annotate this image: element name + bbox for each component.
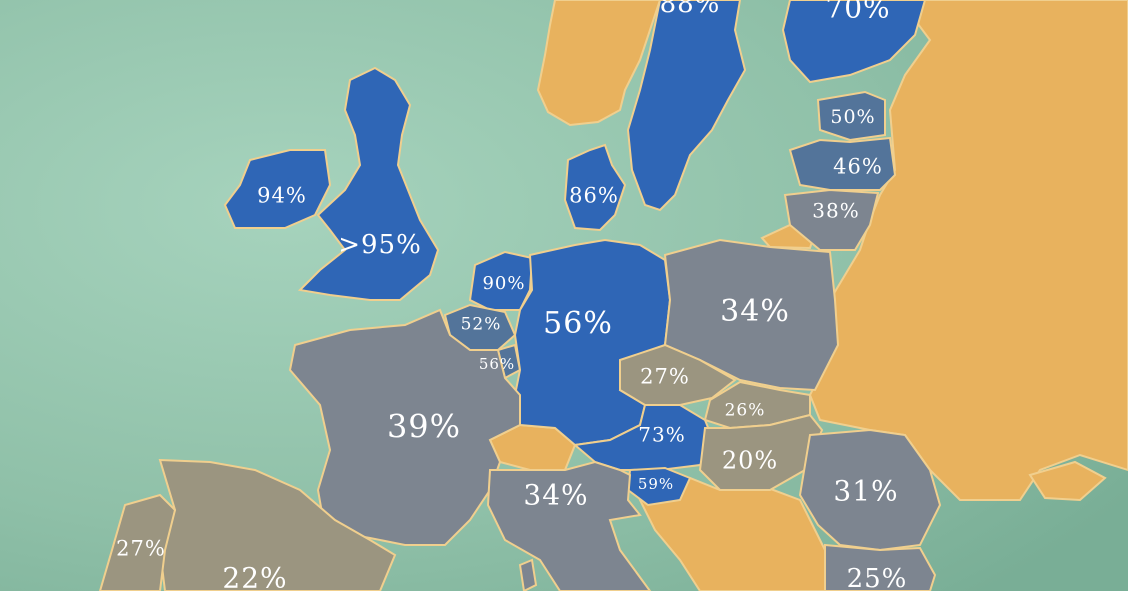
label-latvia: 46% xyxy=(833,155,883,179)
label-austria: 73% xyxy=(638,423,685,447)
label-germany: 56% xyxy=(543,306,613,341)
label-netherlands: 90% xyxy=(482,273,525,294)
label-italy: 34% xyxy=(523,479,588,512)
label-france: 39% xyxy=(387,408,461,446)
region-finland xyxy=(781,0,927,84)
label-estonia: 50% xyxy=(830,106,875,128)
region-norway xyxy=(536,0,662,127)
region-sweden xyxy=(626,0,747,212)
region-ireland xyxy=(223,149,332,229)
label-romania: 31% xyxy=(833,475,898,508)
label-czechia: 27% xyxy=(640,365,690,389)
label-finland: 70% xyxy=(825,0,890,25)
label-belgium: 52% xyxy=(461,315,502,335)
label-lithuania: 38% xyxy=(812,199,859,223)
label-ireland: 94% xyxy=(257,184,307,208)
label-portugal: 27% xyxy=(116,537,166,561)
label-bulgaria: 25% xyxy=(847,564,908,591)
region-lithuania xyxy=(783,188,880,251)
label-hungary: 20% xyxy=(722,447,778,475)
label-denmark: 86% xyxy=(569,184,619,208)
label-sweden: 88% xyxy=(660,0,721,19)
label-poland: 34% xyxy=(720,294,790,329)
region-uk xyxy=(297,66,440,301)
region-romania xyxy=(798,428,942,552)
label-uk: >95% xyxy=(338,230,422,260)
region-corsica xyxy=(518,558,538,591)
region-latvia xyxy=(788,136,897,191)
region-denmark xyxy=(563,143,627,232)
region-eastern-europe xyxy=(808,0,1128,501)
label-spain: 22% xyxy=(222,562,287,591)
label-slovenia: 59% xyxy=(638,475,674,493)
region-estonia xyxy=(816,90,886,142)
region-bulgaria xyxy=(824,543,937,591)
label-luxembourg: 56% xyxy=(479,355,515,373)
region-portugal xyxy=(98,493,177,591)
label-slovakia: 26% xyxy=(725,401,766,421)
region-france xyxy=(288,308,521,546)
region-italy xyxy=(486,460,652,591)
region-crimea xyxy=(1028,460,1107,502)
